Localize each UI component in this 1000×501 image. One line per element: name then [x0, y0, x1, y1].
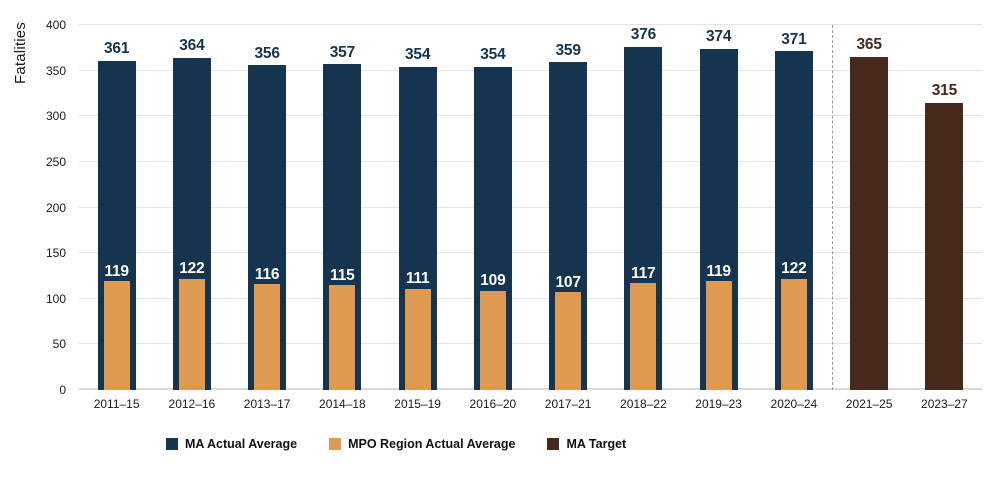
x-tick-label: 2015–19 — [394, 397, 441, 411]
y-tick-label: 400 — [45, 18, 66, 32]
bar-group: 376 117 — [606, 25, 681, 390]
ma-actual-average-value-label: 354 — [404, 46, 431, 64]
bar-group: 354 111 — [380, 25, 455, 390]
legend-item-ma-actual-average: MA Actual Average — [166, 438, 297, 451]
ma-actual-average-value-label: 356 — [254, 44, 280, 62]
bar-group: 365 — [832, 25, 907, 390]
mpo-region-actual-average-value-label: 109 — [480, 272, 506, 290]
mpo-region-actual-average-bar — [178, 278, 205, 390]
mpo-region-actual-average-bar — [254, 284, 281, 390]
ma-actual-average-value-label: 361 — [103, 40, 130, 58]
ma-actual-average-value-label: 364 — [179, 37, 205, 55]
bar-group: 371 122 — [756, 25, 831, 390]
x-tick-label: 2016–20 — [469, 397, 517, 411]
ma-target-legend-swatch — [547, 438, 560, 451]
x-axis-labels: 2011–15 2012–16 2013–17 2014–18 2015–19 2016–… — [79, 397, 982, 411]
bar-group: 374 119 — [681, 25, 756, 390]
y-tick-label: 150 — [45, 246, 66, 261]
ma-target-value-label: 315 — [931, 82, 958, 100]
gridline-0 — [79, 388, 982, 390]
legend-item-ma-target: MA Target — [547, 438, 626, 451]
x-tick-label: 2013–17 — [243, 397, 291, 411]
mpo-region-actual-average-bar — [630, 283, 657, 390]
gridline-250 — [79, 160, 982, 162]
x-tick-label: 2019–23 — [695, 397, 742, 411]
gridline-200 — [79, 206, 982, 208]
bar-slots: 361 119 364 122 356 116 357 115 354 111 354 109 359 1… — [79, 25, 982, 390]
x-tick-label: 2021–25 — [845, 397, 893, 411]
mpo-region-actual-average-bar — [479, 290, 506, 390]
gridline-100 — [79, 297, 982, 299]
x-tick-label: 2020–24 — [770, 397, 818, 411]
mpo-region-actual-average-bar — [555, 292, 582, 390]
mpo-region-actual-average-bar — [780, 278, 807, 390]
ma-actual-average-legend-swatch — [166, 438, 178, 451]
bar-group: 359 107 — [531, 25, 606, 390]
legend-label: MA Target — [566, 437, 627, 451]
mpo-region-actual-average-legend-swatch — [329, 438, 342, 451]
mpo-region-actual-average-value-label: 107 — [555, 273, 581, 291]
mpo-region-actual-average-bar — [329, 285, 356, 390]
bar-group: 357 115 — [305, 25, 380, 390]
x-tick-label: 2023–27 — [921, 397, 968, 411]
bar-group: 315 — [907, 25, 982, 390]
y-tick-label: 100 — [45, 291, 66, 306]
plot-area: 361 119 364 122 356 116 357 115 354 111 354 109 359 1… — [79, 24, 982, 390]
ma-actual-average-value-label: 359 — [555, 41, 581, 59]
x-tick-label: 2018–22 — [620, 397, 667, 411]
x-tick-label: 2014–18 — [319, 397, 366, 411]
x-tick-label: 2017–21 — [544, 397, 592, 411]
y-tick-label: 300 — [45, 109, 66, 124]
mpo-region-actual-average-value-label: 117 — [631, 264, 656, 282]
bar-group: 356 116 — [230, 25, 305, 390]
legend: MA Actual Average MPO Region Actual Avera… — [166, 438, 626, 451]
ma-target-value-label: 365 — [856, 36, 882, 54]
gridline-350 — [79, 69, 982, 71]
gridline-300 — [79, 115, 982, 117]
mpo-region-actual-average-value-label: 119 — [104, 262, 129, 280]
ma-target-bar — [925, 102, 964, 390]
mpo-region-actual-average-value-label: 116 — [254, 265, 280, 283]
mpo-region-actual-average-value-label: 122 — [179, 260, 205, 278]
mpo-region-actual-average-bar — [705, 281, 732, 390]
y-tick-label: 350 — [45, 63, 66, 78]
ma-actual-average-value-label: 354 — [480, 46, 506, 64]
y-tick-label: 50 — [52, 337, 66, 352]
ma-actual-average-value-label: 371 — [781, 30, 807, 48]
ma-actual-average-value-label: 374 — [705, 28, 732, 46]
mpo-region-actual-average-value-label: 111 — [405, 270, 430, 288]
legend-label: MPO Region Actual Average — [348, 437, 516, 451]
gridline-400 — [79, 24, 982, 25]
y-tick-label: 250 — [45, 154, 66, 169]
y-tick-label: 200 — [45, 200, 66, 215]
target-separator-line — [831, 25, 833, 390]
y-axis-tick-labels: 400 350 300 250 200 150 100 50 0 — [0, 19, 66, 396]
legend-item-mpo-region-actual-average: MPO Region Actual Average — [329, 438, 515, 451]
gridline-50 — [79, 343, 982, 345]
mpo-region-actual-average-bar — [103, 281, 130, 390]
mpo-region-actual-average-value-label: 115 — [330, 266, 355, 284]
ma-actual-average-value-label: 376 — [630, 26, 657, 44]
ma-actual-average-value-label: 357 — [329, 43, 356, 61]
ma-target-bar — [850, 56, 889, 390]
mpo-region-actual-average-bar — [404, 288, 431, 390]
bar-group: 364 122 — [154, 25, 229, 390]
x-tick-label: 2011–15 — [93, 397, 140, 411]
legend-label: MA Actual Average — [185, 437, 298, 451]
x-tick-label: 2012–16 — [168, 397, 216, 411]
y-tick-label: 0 — [59, 383, 66, 397]
gridline-150 — [79, 252, 982, 254]
mpo-region-actual-average-value-label: 119 — [706, 262, 731, 280]
bar-group: 361 119 — [79, 25, 154, 390]
bar-group: 354 109 — [455, 25, 530, 390]
mpo-region-actual-average-value-label: 122 — [781, 260, 807, 278]
